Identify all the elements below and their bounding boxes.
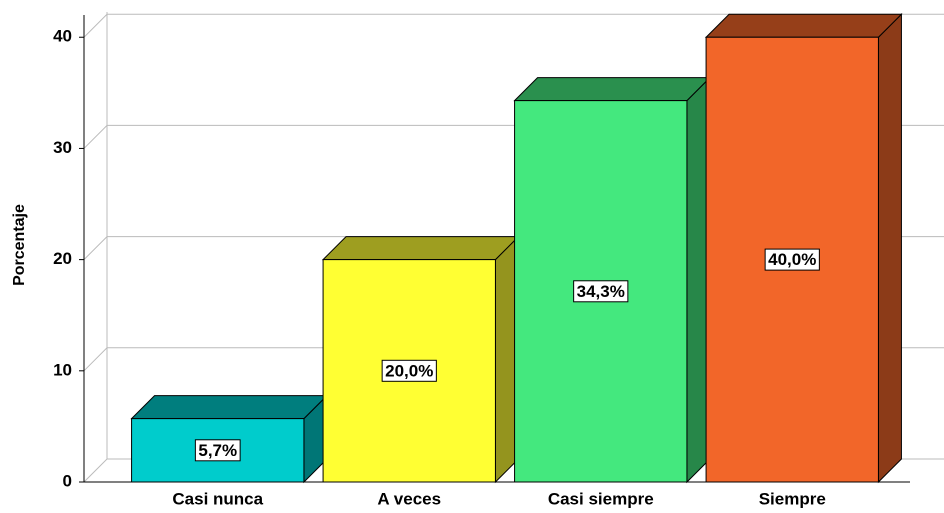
y-tick-label: 20 bbox=[53, 249, 72, 268]
x-tick-label: Siempre bbox=[759, 489, 826, 508]
value-label-box bbox=[764, 248, 820, 271]
grid-line bbox=[83, 13, 944, 38]
value-label-box bbox=[194, 439, 241, 462]
value-label: 34,3% bbox=[577, 282, 625, 301]
value-label: 40,0% bbox=[768, 250, 816, 269]
x-tick-label: A veces bbox=[377, 489, 441, 508]
y-tick-label: 30 bbox=[53, 138, 72, 157]
value-label: 5,7% bbox=[198, 441, 237, 460]
y-tick-label: 40 bbox=[53, 27, 72, 46]
bar-top bbox=[130, 395, 329, 420]
y-axis-label: Porcentaje bbox=[11, 204, 28, 286]
bar-top bbox=[704, 13, 903, 38]
value-label-box bbox=[573, 280, 629, 303]
x-tick-label: Casi siempre bbox=[548, 489, 654, 508]
value-label: 20,0% bbox=[385, 361, 433, 380]
bar bbox=[513, 76, 712, 484]
y-tick-label: 0 bbox=[63, 471, 72, 490]
x-tick-label: Casi nunca bbox=[172, 489, 263, 508]
bar bbox=[321, 235, 520, 484]
bar-top bbox=[513, 77, 712, 102]
value-label-box bbox=[381, 359, 437, 382]
bar-side bbox=[877, 13, 902, 484]
bar-top bbox=[321, 236, 520, 261]
y-tick-label: 10 bbox=[53, 360, 72, 379]
bar bbox=[704, 13, 903, 484]
bar bbox=[130, 394, 329, 484]
